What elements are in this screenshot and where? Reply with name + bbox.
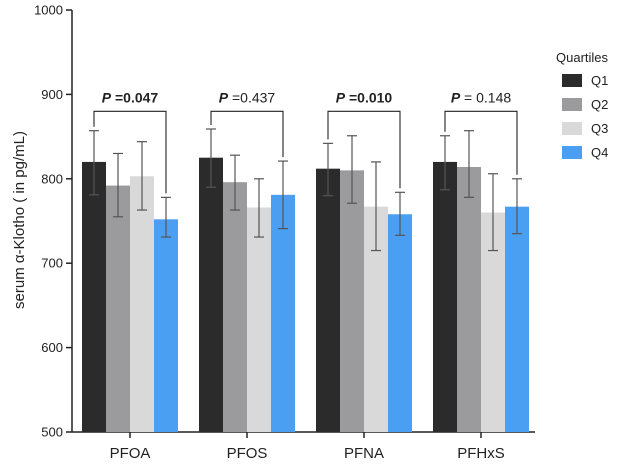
bar-pfhxs-q2 [457, 166, 481, 432]
p-value-pfhxs: P = 0.148 [451, 89, 512, 105]
bar-pfos-q3 [247, 207, 271, 432]
legend-swatch-q1 [562, 74, 582, 87]
plot-area: 500 600 700 800 900 1000 PFOA PFOS PFNA PFHxS P =0… [34, 3, 535, 462]
bar-pfna-q1 [316, 168, 340, 432]
x-tick-label-pfna: PFNA [344, 445, 384, 462]
bar-pfna-q4 [388, 214, 412, 432]
error-bar-pfna-q2 [347, 135, 357, 204]
x-tick-label-pfhxs: PFHxS [457, 445, 505, 462]
p-value-symbol: P [451, 89, 461, 105]
error-bar-pfoa-q3 [137, 141, 147, 211]
error-bar-pfhxs-q1 [440, 135, 450, 191]
y-tick-label: 900 [41, 87, 63, 102]
legend-label-q2: Q2 [591, 97, 608, 112]
x-tick-label-pfos: PFOS [227, 445, 268, 462]
error-bar-pfhxs-q2 [464, 130, 474, 198]
error-bar-pfhxs-q3 [488, 173, 498, 252]
significance-bracket-pfna [327, 110, 401, 189]
legend-label-q1: Q1 [591, 73, 608, 88]
significance-bracket-pfoa [93, 110, 167, 194]
error-bar-pfna-q4 [395, 191, 405, 236]
bar-pfos-q1 [199, 157, 223, 432]
bar-pfos-q2 [223, 182, 247, 432]
y-tick-label: 500 [41, 425, 63, 440]
y-tick-label: 1000 [34, 3, 63, 18]
legend-title: Quartiles [556, 50, 609, 65]
y-tick-label: 700 [41, 256, 63, 271]
p-value-pfna: P =0.010 [336, 89, 393, 105]
bar-pfoa-q1 [82, 161, 106, 433]
bar-pfoa-q4 [154, 219, 178, 432]
y-tick-label: 800 [41, 171, 63, 186]
error-bar-pfos-q1 [206, 128, 216, 188]
error-bar-pfos-q2 [230, 154, 240, 211]
bar-pfna-q2 [340, 170, 364, 433]
error-bar-pfhxs-q4 [512, 178, 522, 235]
bar-pfos-q4 [271, 194, 295, 432]
bar-pfoa-q2 [106, 185, 130, 432]
x-tick-label-pfoa: PFOA [110, 445, 151, 462]
p-value-number: =0.437 [228, 89, 275, 105]
error-bar-pfna-q1 [323, 142, 333, 197]
legend-label-q4: Q4 [591, 145, 608, 160]
legend-swatch-q4 [562, 146, 582, 159]
significance-bracket-pfhxs [444, 110, 518, 175]
bar-pfoa-q3 [130, 176, 154, 432]
p-value-number: =0.047 [111, 89, 158, 105]
p-value-number: = 0.148 [460, 89, 511, 105]
error-bar-pfos-q4 [278, 160, 288, 230]
p-value-symbol: P [219, 89, 229, 105]
p-value-symbol: P [102, 89, 112, 105]
legend-swatch-q2 [562, 98, 582, 111]
y-tick-label: 600 [41, 340, 63, 355]
legend-label-q3: Q3 [591, 121, 608, 136]
error-bar-pfna-q3 [371, 161, 381, 252]
error-bar-pfoa-q2 [113, 152, 123, 218]
error-bar-pfos-q3 [254, 178, 264, 238]
p-value-pfos: P =0.437 [219, 89, 276, 105]
legend-swatch-q3 [562, 122, 582, 135]
p-value-number: =0.010 [345, 89, 392, 105]
significance-bracket-pfos [210, 110, 284, 158]
error-bar-pfoa-q1 [89, 130, 99, 196]
error-bar-pfoa-q4 [161, 196, 171, 238]
y-axis-label: serum α-Klotho ( in pg/mL) [11, 131, 28, 309]
bar-pfhxs-q4 [505, 206, 529, 432]
p-value-pfoa: P =0.047 [102, 89, 159, 105]
bar-pfhxs-q1 [433, 161, 457, 433]
legend: Quartiles Q1 Q2 Q3 Q4 [556, 50, 609, 160]
p-value-symbol: P [336, 89, 346, 105]
